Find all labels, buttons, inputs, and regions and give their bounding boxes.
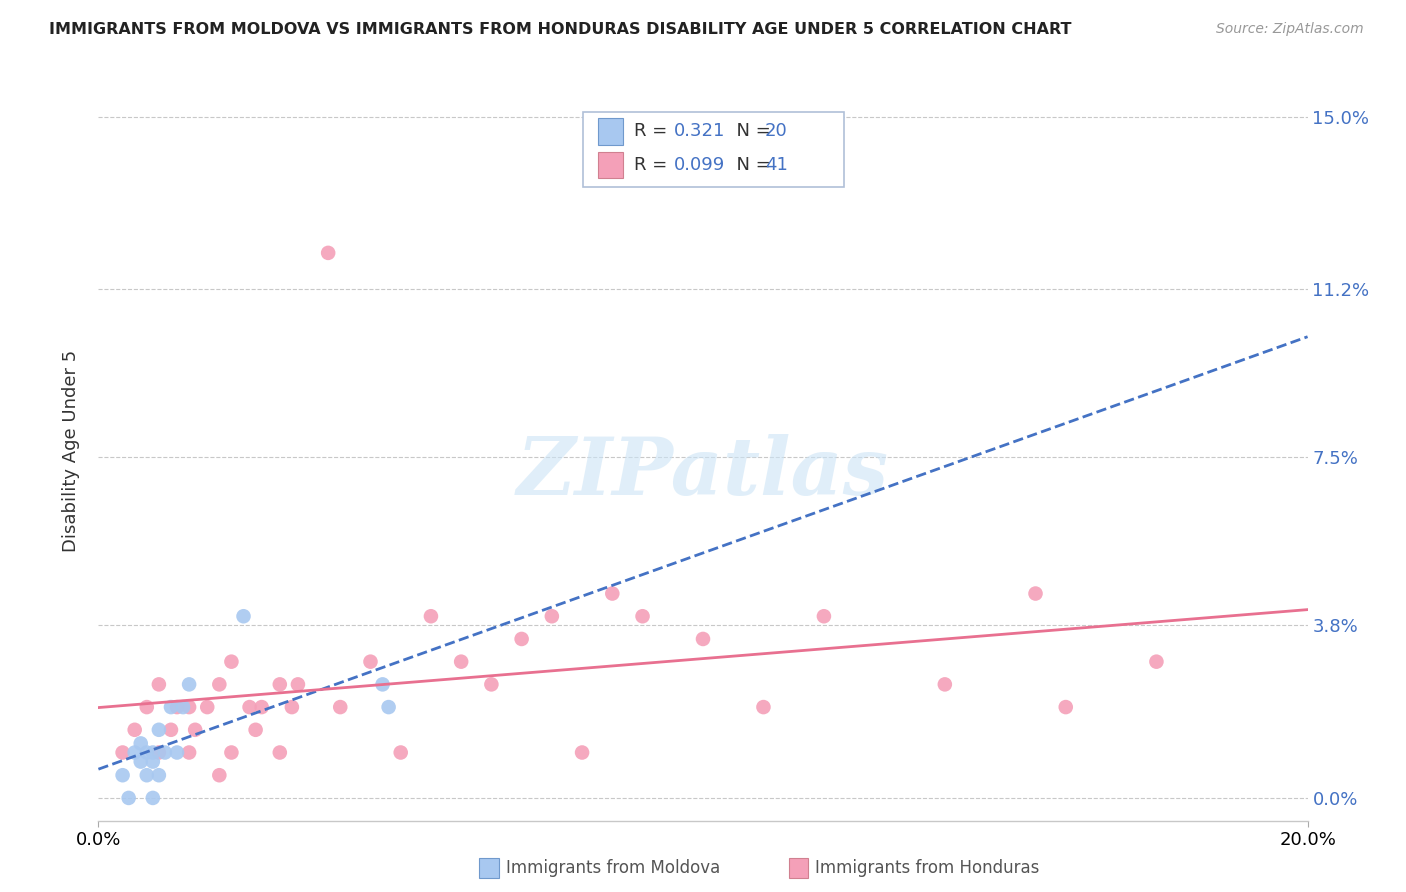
Point (1054, 700, 1077, 714)
Point (316, 245, 339, 260)
Point (752, 700, 775, 714)
Point (148, 746, 170, 760)
Point (377, 700, 399, 714)
Point (540, 609, 562, 624)
Point (813, 609, 835, 624)
Text: Immigrants from Honduras: Immigrants from Honduras (815, 859, 1040, 877)
Text: IMMIGRANTS FROM MOLDOVA VS IMMIGRANTS FROM HONDURAS DISABILITY AGE UNDER 5 CORRE: IMMIGRANTS FROM MOLDOVA VS IMMIGRANTS FR… (49, 22, 1071, 37)
Point (148, 677, 170, 691)
Point (172, 700, 194, 714)
Text: Immigrants from Moldova: Immigrants from Moldova (506, 859, 720, 877)
Text: 0.099: 0.099 (673, 156, 724, 174)
Point (135, 768, 157, 782)
Point (692, 632, 714, 646)
Point (221, 655, 243, 669)
Text: Source: ZipAtlas.com: Source: ZipAtlas.com (1216, 22, 1364, 37)
Point (111, 746, 134, 760)
Point (208, 768, 231, 782)
Point (166, 700, 188, 714)
Point (360, 655, 382, 669)
Point (250, 700, 273, 714)
Point (195, 700, 218, 714)
Point (934, 677, 956, 691)
Point (571, 746, 593, 760)
Point (142, 755, 165, 769)
Point (287, 677, 309, 691)
Point (389, 746, 412, 760)
Point (281, 700, 304, 714)
Point (129, 755, 152, 769)
Point (1024, 586, 1046, 600)
Point (179, 677, 201, 691)
Point (142, 746, 165, 760)
Point (118, 791, 141, 805)
Text: 20: 20 (765, 122, 787, 140)
Point (111, 768, 134, 782)
Point (124, 723, 146, 737)
Text: N =: N = (725, 122, 778, 140)
Text: R =: R = (634, 122, 673, 140)
Text: 0.321: 0.321 (673, 122, 725, 140)
Point (221, 746, 243, 760)
Point (602, 586, 624, 600)
Point (232, 609, 254, 624)
Point (179, 746, 201, 760)
Point (245, 723, 267, 737)
Point (135, 746, 157, 760)
Point (148, 768, 170, 782)
Point (184, 723, 207, 737)
Point (148, 723, 170, 737)
Point (179, 700, 201, 714)
Text: 41: 41 (765, 156, 787, 174)
Point (1144, 655, 1167, 669)
Point (481, 677, 503, 691)
Point (510, 632, 533, 646)
Point (124, 746, 146, 760)
Point (135, 700, 157, 714)
Point (129, 736, 152, 750)
Point (329, 700, 352, 714)
Point (166, 746, 188, 760)
Point (269, 746, 291, 760)
Point (153, 746, 176, 760)
Text: R =: R = (634, 156, 673, 174)
Y-axis label: Disability Age Under 5: Disability Age Under 5 (62, 350, 80, 551)
Point (160, 700, 183, 714)
Point (371, 677, 394, 691)
Text: ZIPatlas: ZIPatlas (517, 434, 889, 511)
Point (160, 723, 183, 737)
Point (631, 609, 654, 624)
Point (450, 655, 472, 669)
Point (269, 677, 291, 691)
Point (420, 609, 443, 624)
Point (239, 700, 262, 714)
Point (142, 791, 165, 805)
Text: N =: N = (725, 156, 778, 174)
Point (208, 677, 231, 691)
